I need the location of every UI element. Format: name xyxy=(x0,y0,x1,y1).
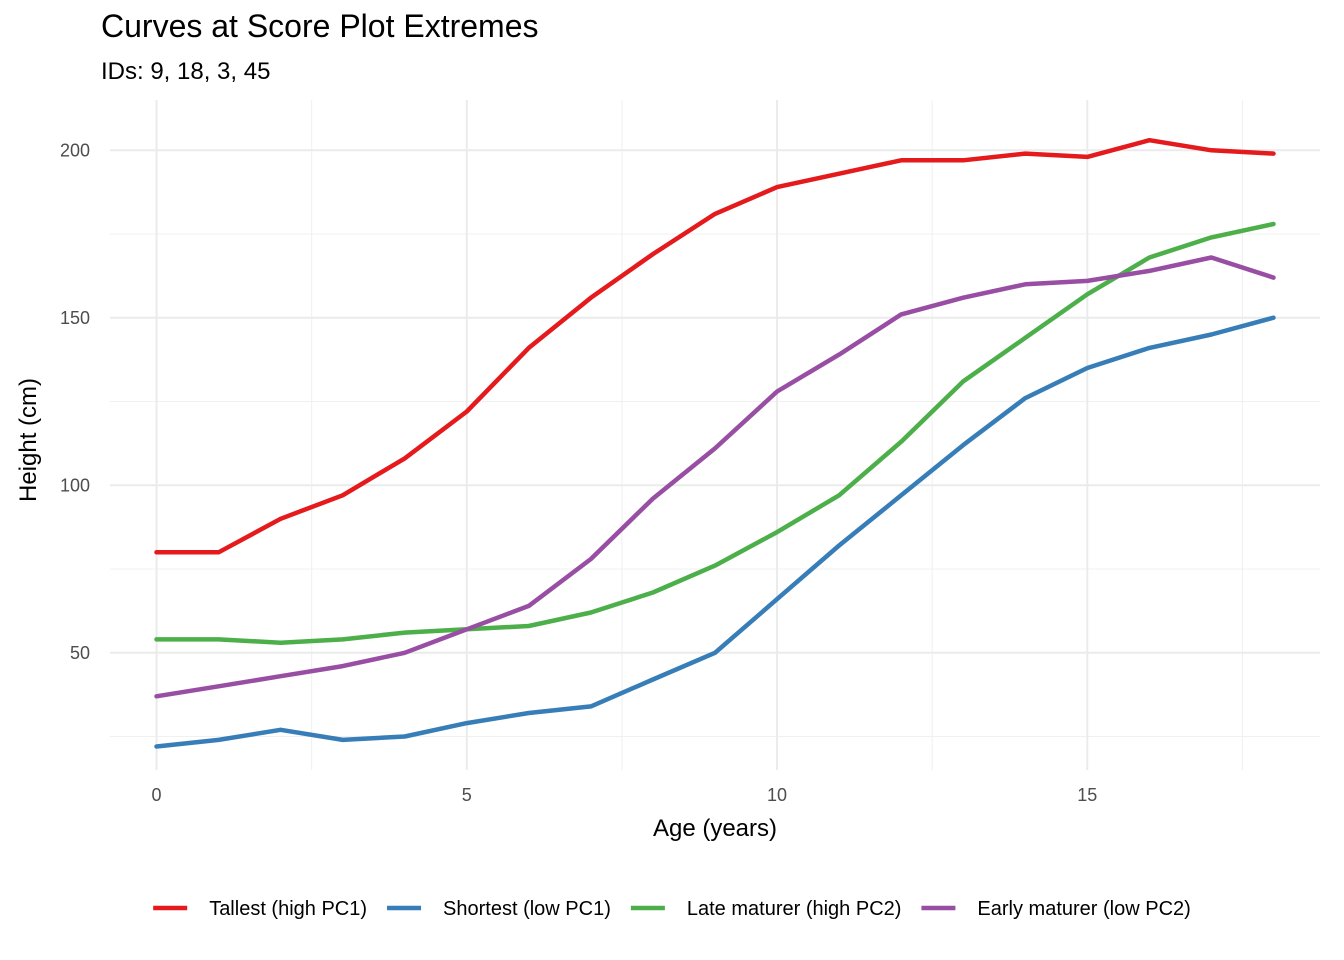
x-tick-label: 10 xyxy=(767,785,787,805)
legend: Tallest (high PC1) Shortest (low PC1) Late… xyxy=(153,898,1191,920)
y-tick-label: 100 xyxy=(60,475,90,495)
x-tick-label: 0 xyxy=(152,785,162,805)
x-axis-ticks: 0 5 10 15 xyxy=(152,785,1098,805)
y-tick-label: 200 xyxy=(60,140,90,160)
chart-subtitle: IDs: 9, 18, 3, 45 xyxy=(101,58,271,85)
x-axis-title: Age (years) xyxy=(653,815,777,842)
x-tick-label: 15 xyxy=(1077,785,1097,805)
legend-label-3: Early maturer (low PC2) xyxy=(977,898,1190,920)
series-line-1 xyxy=(154,315,1276,749)
y-tick-label: 50 xyxy=(70,643,90,663)
series-line-0 xyxy=(154,137,1276,555)
grid-lines xyxy=(110,100,1320,770)
legend-label-2: Late maturer (high PC2) xyxy=(687,898,902,920)
series-line-2 xyxy=(154,221,1276,645)
y-axis-title: Height (cm) xyxy=(15,378,42,502)
legend-label-0: Tallest (high PC1) xyxy=(209,898,367,920)
chart-title: Curves at Score Plot Extremes xyxy=(101,8,539,44)
y-tick-label: 150 xyxy=(60,308,90,328)
series-line-3 xyxy=(154,255,1276,699)
legend-label-1: Shortest (low PC1) xyxy=(443,898,611,920)
y-axis-ticks: 50 100 150 200 xyxy=(60,140,90,663)
series-lines xyxy=(154,137,1276,749)
x-tick-label: 5 xyxy=(462,785,472,805)
